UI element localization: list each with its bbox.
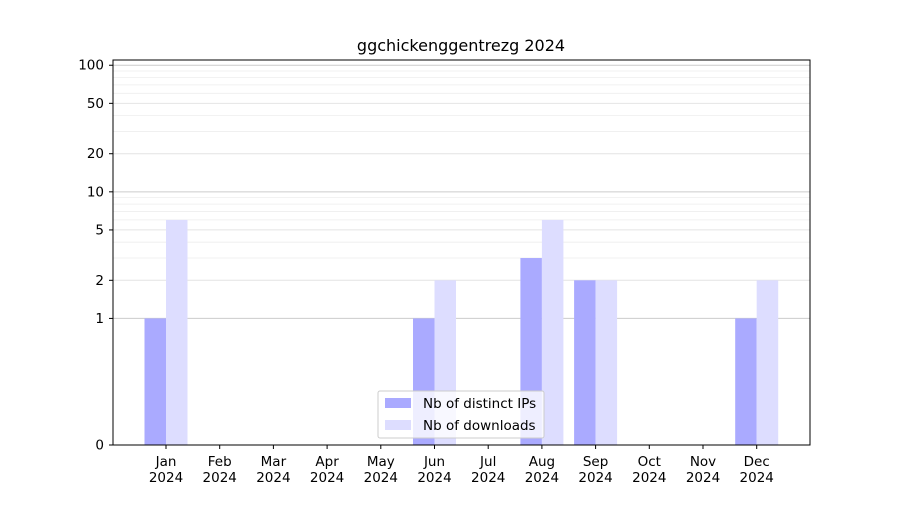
bar-downloads — [166, 219, 188, 445]
x-tick-label-month: Jun — [423, 454, 445, 470]
x-tick-label-month: Oct — [638, 454, 661, 470]
legend-label-ips: Nb of distinct IPs — [423, 396, 536, 412]
y-tick-label: 100 — [78, 58, 104, 74]
y-tick-label: 0 — [95, 438, 104, 454]
x-tick-label-month: Feb — [208, 454, 232, 470]
x-tick-label-year: 2024 — [149, 470, 183, 486]
legend-box — [377, 390, 545, 439]
bar-downloads — [595, 280, 618, 445]
x-tick-label-month: Sep — [583, 454, 608, 470]
x-tick-label-year: 2024 — [686, 470, 720, 486]
x-tick-label-month: Jan — [155, 454, 177, 470]
x-tick-label-year: 2024 — [471, 470, 505, 486]
bar-distinct-ips — [574, 280, 596, 445]
x-tick-label-year: 2024 — [740, 470, 774, 486]
y-tick-label: 2 — [95, 273, 104, 289]
x-tick-label-month: Mar — [261, 454, 287, 470]
x-tick-label-month: Aug — [529, 454, 555, 470]
x-tick-label-year: 2024 — [525, 470, 559, 486]
plot-frame — [112, 59, 811, 446]
legend-swatch-downloads — [385, 420, 411, 430]
x-tick-label-month: Nov — [690, 454, 716, 470]
bar-distinct-ips — [735, 318, 757, 445]
y-tick-label: 10 — [87, 184, 104, 200]
legend: Nb of distinct IPs Nb of downloads — [377, 390, 545, 439]
y-tick-label: 1 — [95, 311, 104, 327]
x-tick-label-month: Apr — [315, 454, 339, 470]
x-tick-label-year: 2024 — [632, 470, 666, 486]
x-tick-label-month: Dec — [744, 454, 770, 470]
x-tick-label-year: 2024 — [417, 470, 451, 486]
y-axis: 0 1 2 5 10 20 50 100 — [78, 58, 113, 454]
bar-downloads — [541, 219, 564, 445]
x-tick-label-year: 2024 — [364, 470, 398, 486]
x-tick-label-month: May — [367, 454, 395, 470]
legend-swatch-ips — [385, 398, 411, 408]
bar-downloads — [756, 280, 779, 445]
bar-distinct-ips — [144, 318, 166, 445]
y-tick-label: 50 — [87, 96, 104, 112]
x-tick-label-year: 2024 — [578, 470, 612, 486]
chart-title: ggchickenggentrezg 2024 — [357, 36, 565, 55]
y-tick-label: 20 — [87, 146, 104, 162]
x-tick-label-year: 2024 — [203, 470, 237, 486]
legend-label-downloads: Nb of downloads — [423, 418, 536, 434]
x-tick-label-year: 2024 — [256, 470, 290, 486]
y-tick-label: 5 — [95, 222, 104, 238]
x-tick-label-month: Jul — [479, 454, 496, 470]
x-axis: Jan2024Feb2024Mar2024Apr2024May2024Jun20… — [149, 445, 774, 486]
grid-lines — [113, 64, 810, 446]
x-tick-label-year: 2024 — [310, 470, 344, 486]
